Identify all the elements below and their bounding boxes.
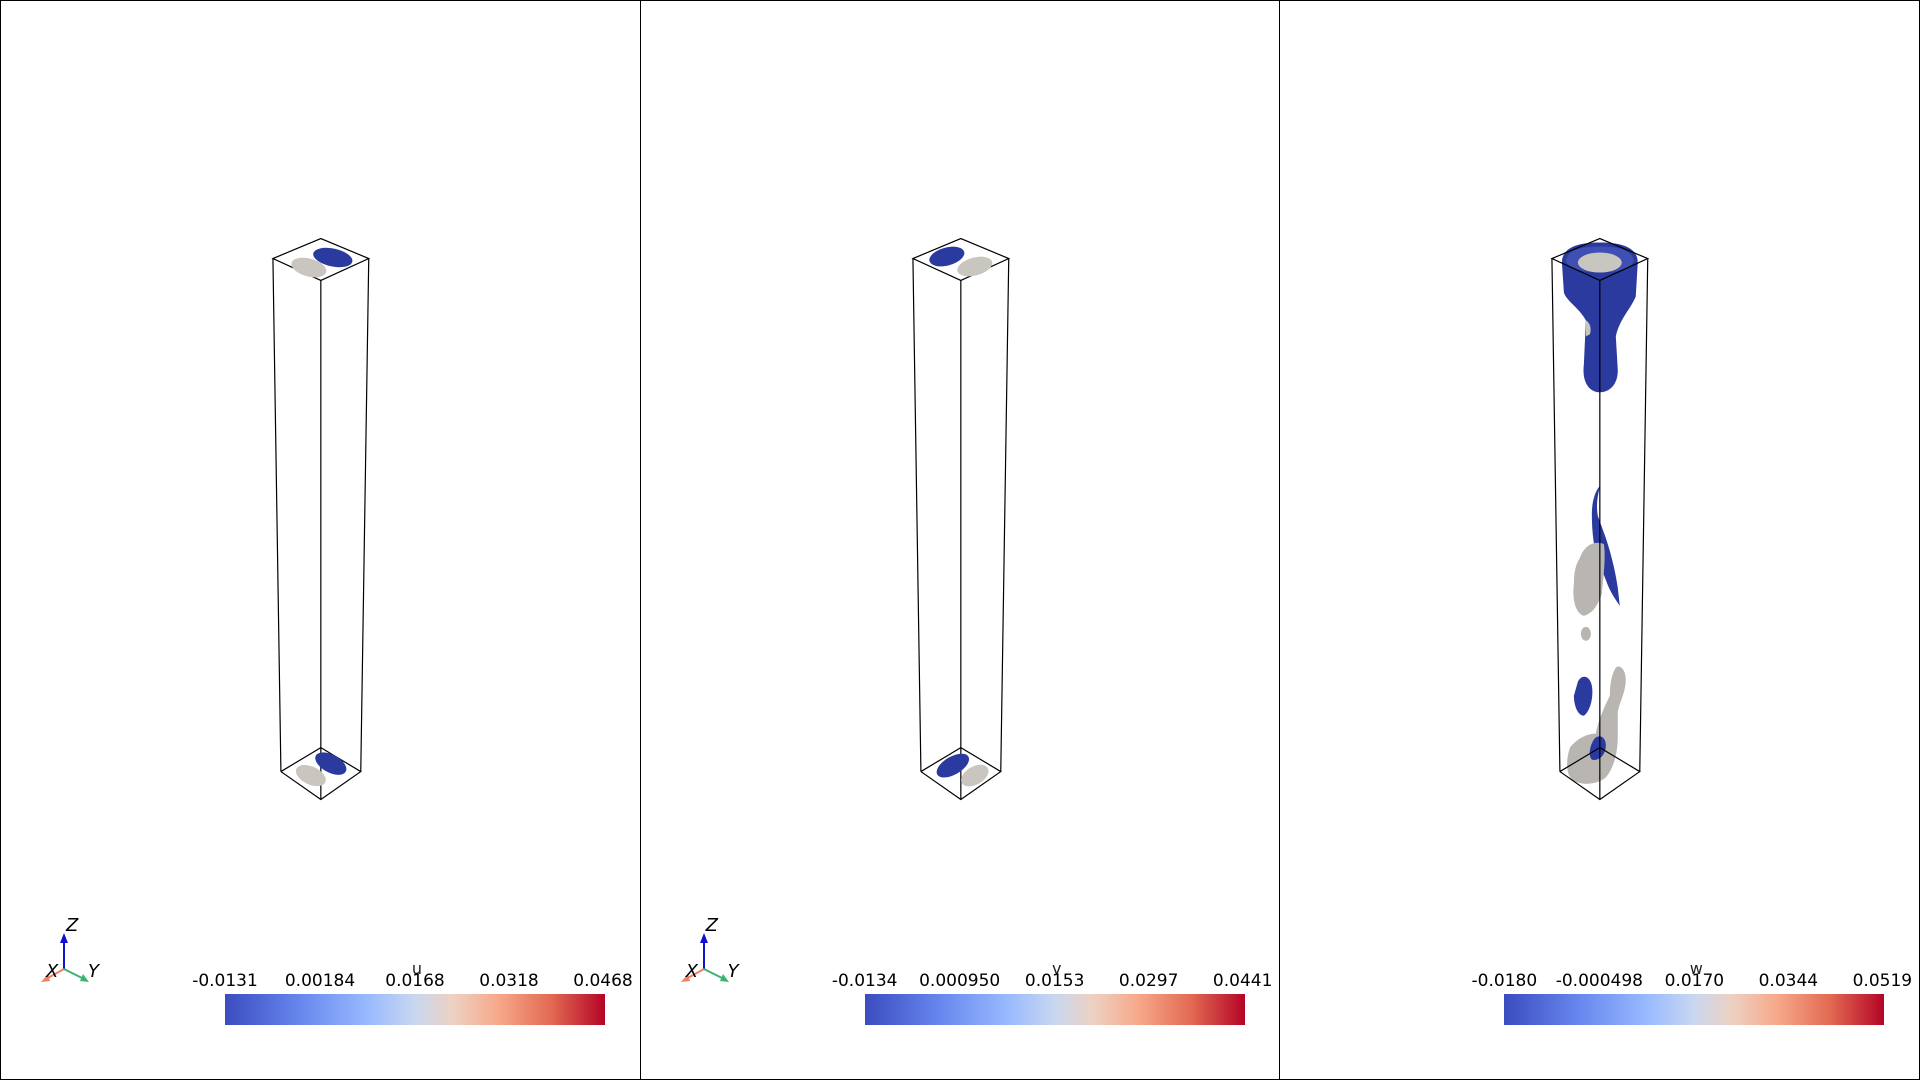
x-axis-arrow-icon (680, 974, 690, 982)
colorbar-w (1504, 994, 1885, 1025)
colorbar-title-u: u (411, 959, 423, 978)
colorbar-u (225, 994, 605, 1025)
iso-positive-lower (1567, 666, 1627, 784)
iso-negative-lower (1574, 676, 1593, 716)
colorbar-tick-w-0: -0.0180 (1471, 971, 1538, 991)
colorbar-tick-w-3: 0.0344 (1758, 971, 1819, 991)
x-axis-arrow-icon (41, 974, 50, 982)
colorbar-v (864, 994, 1245, 1025)
scene-v[interactable] (641, 1, 1280, 1079)
y-axis-line (63, 968, 85, 980)
colorbar-tick-w-1: -0.000498 (1555, 971, 1643, 991)
axis-label-x: X (685, 961, 699, 982)
y-axis-arrow-icon (80, 974, 89, 982)
render-view-v[interactable]: Z X Y v -0.0134 0.000950 0.0153 0.0297 0… (639, 0, 1281, 1080)
colorbar-tick-v-1: 0.000950 (919, 971, 1001, 991)
colorbar-tick-u-3: 0.0318 (479, 971, 539, 991)
colorbar-tick-u-1: 0.00184 (284, 971, 356, 991)
isosurfaces-u (291, 247, 353, 787)
scene-u[interactable] (1, 1, 640, 1079)
colorbar-tick-w-2: 0.0170 (1664, 971, 1725, 991)
axis-label-z: Z (66, 915, 79, 936)
scene-w[interactable] (1280, 1, 1919, 1079)
orientation-axes-v: Z X Y (676, 915, 746, 991)
colorbar-title-w: w (1689, 959, 1703, 978)
colorbar-tick-u-4: 0.0468 (573, 971, 633, 991)
colorbar-tick-v-4: 0.0441 (1212, 971, 1273, 991)
axis-label-y: Y (727, 961, 739, 982)
render-view-w[interactable]: w -0.0180 -0.000498 0.0170 0.0344 0.0519 (1279, 0, 1920, 1080)
render-view-u[interactable]: Z X Y u -0.0131 0.00184 0.0168 0.0318 0.… (0, 0, 641, 1080)
colorbar-tick-v-3: 0.0297 (1118, 971, 1179, 991)
colorbar-tick-v-0: -0.0134 (831, 971, 898, 991)
colorbar-title-v: v (1051, 959, 1062, 978)
colorbar-tick-u-2: 0.0168 (385, 971, 445, 991)
bounding-box-u (271, 237, 371, 801)
z-axis-arrow-icon (60, 933, 68, 943)
axis-label-y: Y (88, 961, 99, 982)
iso-positive-top (1578, 252, 1623, 273)
iso-negative-middle (1592, 486, 1621, 606)
colorbar-tick-v-2: 0.0153 (1024, 971, 1085, 991)
z-axis-arrow-icon (699, 933, 708, 943)
colorbar-tick-w-4: 0.0519 (1852, 971, 1913, 991)
y-axis-line (703, 968, 725, 980)
y-axis-arrow-icon (719, 974, 729, 982)
bounding-box-v (911, 237, 1010, 801)
isosurfaces-v (929, 246, 992, 787)
axis-label-x: X (46, 961, 59, 982)
x-axis-line (45, 968, 65, 980)
iso-positive-middle (1573, 542, 1605, 616)
bounding-box-w (1550, 237, 1650, 801)
orientation-axes-u: Z X Y (36, 915, 106, 991)
x-axis-line (685, 968, 705, 980)
axis-label-z: Z (705, 915, 719, 936)
colorbar-tick-u-0: -0.0131 (192, 971, 258, 991)
